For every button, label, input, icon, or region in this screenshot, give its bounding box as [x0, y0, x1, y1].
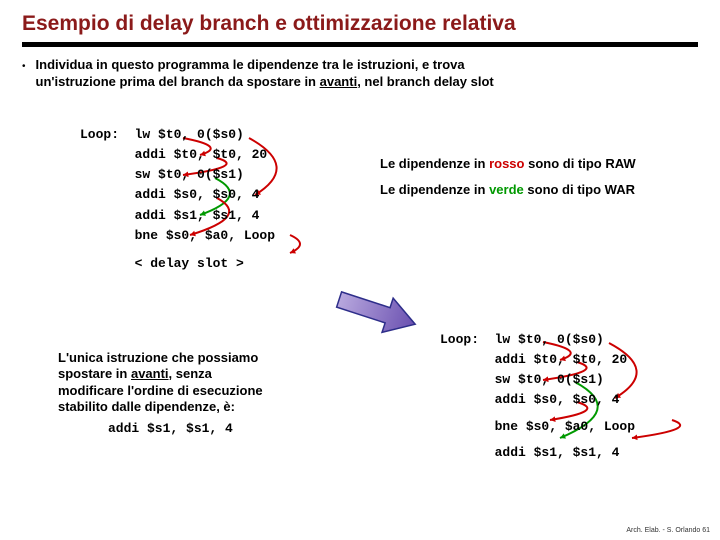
- explain-code: addi $s1, $s1, 4: [108, 421, 348, 437]
- slide-title: Esempio di delay branch e ottimizzazione…: [22, 12, 698, 36]
- intro-line2b: , nel branch delay slot: [357, 74, 494, 89]
- war-legend-a: Le dipendenze in: [380, 182, 489, 197]
- intro-line1: Individua in questo programma le dipende…: [36, 57, 465, 72]
- explain-l3: modificare l'ordine di esecuzione: [58, 383, 263, 398]
- loop-label-r: Loop:: [440, 332, 479, 347]
- code-r5: bne $s0, $a0, Loop: [495, 419, 635, 434]
- code-l3: sw $t0, 0($s1): [135, 167, 244, 182]
- code-l4: addi $s0, $s0, 4: [135, 187, 260, 202]
- intro-line2a: un'istruzione prima del branch da sposta…: [36, 74, 320, 89]
- bullet-dot-icon: •: [22, 57, 26, 77]
- explain-l2b: , senza: [169, 366, 212, 381]
- dependency-legend: Le dipendenze in rosso sono di tipo RAW …: [380, 155, 680, 198]
- code-l6: bne $s0, $a0, Loop: [135, 228, 275, 243]
- war-legend: Le dipendenze in verde sono di tipo WAR: [380, 181, 680, 199]
- transform-arrow-icon: [326, 275, 429, 355]
- intro-line2-underline: avanti: [320, 74, 358, 89]
- code-r2: addi $t0, $t0, 20: [495, 352, 628, 367]
- code-r6: addi $s1, $s1, 4: [495, 445, 620, 460]
- code-r4: addi $s0, $s0, 4: [495, 392, 620, 407]
- explanation-text: L'unica istruzione che possiamo spostare…: [58, 350, 348, 437]
- raw-legend-b: sono di tipo RAW: [524, 156, 635, 171]
- intro-bullet: • Individua in questo programma le dipen…: [22, 57, 698, 91]
- intro-text: Individua in questo programma le dipende…: [36, 57, 494, 91]
- war-legend-color: verde: [489, 182, 524, 197]
- code-block-original: Loop: lw $t0, 0($s0) addi $t0, $t0, 20 s…: [80, 125, 360, 274]
- explain-l2u: avanti: [131, 366, 169, 381]
- explain-l1: L'unica istruzione che possiamo: [58, 350, 258, 365]
- code-l5: addi $s1, $s1, 4: [135, 208, 260, 223]
- explain-l4: stabilito dalle dipendenze, è:: [58, 399, 235, 414]
- explain-l2a: spostare in: [58, 366, 131, 381]
- raw-legend: Le dipendenze in rosso sono di tipo RAW: [380, 155, 680, 173]
- loop-label: Loop:: [80, 127, 119, 142]
- code-block-optimized: Loop: lw $t0, 0($s0) addi $t0, $t0, 20 s…: [440, 330, 635, 463]
- code-r3: sw $t0, 0($s1): [495, 372, 604, 387]
- code-l7: < delay slot >: [135, 256, 244, 271]
- raw-legend-a: Le dipendenze in: [380, 156, 489, 171]
- code-l2: addi $t0, $t0, 20: [135, 147, 268, 162]
- code-r1: lw $t0, 0($s0): [495, 332, 604, 347]
- footer-text: Arch. Elab. - S. Orlando 61: [626, 527, 710, 534]
- war-legend-b: sono di tipo WAR: [524, 182, 635, 197]
- code-l1: lw $t0, 0($s0): [135, 127, 244, 142]
- divider: [22, 42, 698, 47]
- raw-legend-color: rosso: [489, 156, 524, 171]
